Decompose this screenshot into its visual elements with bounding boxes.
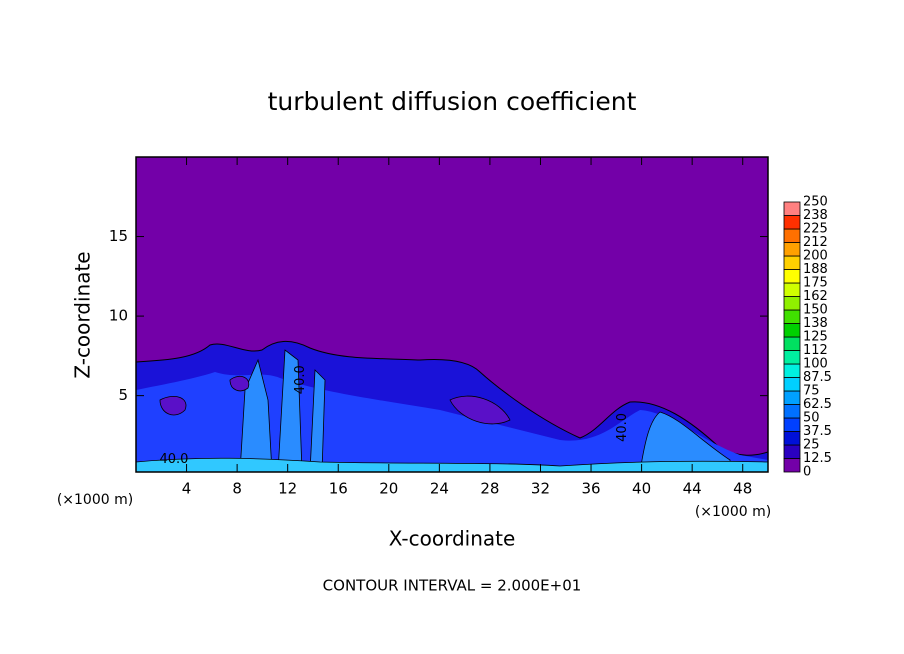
x-tick-label: 44 bbox=[683, 480, 702, 498]
colorbar-label: 125 bbox=[803, 330, 828, 345]
y-tick-label: 10 bbox=[109, 307, 128, 325]
colorbar-label: 37.5 bbox=[803, 424, 832, 439]
colorbar-label: 225 bbox=[803, 222, 828, 237]
colorbar-swatch bbox=[783, 336, 801, 351]
field bbox=[136, 341, 768, 472]
colorbar-swatch bbox=[783, 350, 801, 365]
plot-frame bbox=[135, 156, 769, 473]
colorbar-label: 0 bbox=[803, 465, 811, 480]
y-axis-label: Z-coordinate bbox=[71, 251, 95, 378]
footer: CONTOUR INTERVAL = 2.000E+01 bbox=[323, 577, 582, 595]
colorbar-swatch bbox=[783, 458, 801, 473]
colorbar-label: 87.5 bbox=[803, 370, 832, 385]
colorbar-swatch bbox=[783, 282, 801, 297]
colorbar-swatch bbox=[783, 431, 801, 446]
colorbar-label: 212 bbox=[803, 235, 828, 250]
x-axis-label: X-coordinate bbox=[389, 527, 516, 551]
colorbar-label: 238 bbox=[803, 208, 828, 223]
x-tick-label: 36 bbox=[581, 480, 600, 498]
colorbar-swatch bbox=[783, 404, 801, 419]
colorbar-swatch bbox=[783, 363, 801, 378]
field-region bbox=[136, 457, 768, 472]
x-tick-label: 4 bbox=[182, 480, 192, 498]
colorbar-label: 100 bbox=[803, 357, 828, 372]
colorbar-swatch bbox=[783, 323, 801, 338]
chart-title: turbulent diffusion coefficient bbox=[268, 87, 637, 116]
colorbar-label: 138 bbox=[803, 316, 828, 331]
colorbar-swatch bbox=[783, 417, 801, 432]
colorbar-swatch bbox=[783, 296, 801, 311]
colorbar-label: 75 bbox=[803, 384, 820, 399]
colorbar-label: 112 bbox=[803, 343, 828, 358]
x-unit-label: (×1000 m) bbox=[695, 504, 771, 520]
x-tick-label: 40 bbox=[632, 480, 651, 498]
x-tick-label: 48 bbox=[733, 480, 752, 498]
colorbar-swatch bbox=[783, 390, 801, 405]
colorbar-swatch bbox=[783, 215, 801, 230]
x-tick-label: 32 bbox=[531, 480, 550, 498]
contour-label: 40.0 bbox=[159, 452, 188, 467]
colorbar-swatch bbox=[783, 309, 801, 324]
colorbar-label: 50 bbox=[803, 411, 820, 426]
colorbar-swatch bbox=[783, 269, 801, 284]
x-tick-label: 24 bbox=[430, 480, 449, 498]
contour-label: 40.0 bbox=[615, 413, 630, 442]
colorbar-swatch bbox=[783, 228, 801, 243]
x-tick-label: 16 bbox=[329, 480, 348, 498]
colorbar-label: 175 bbox=[803, 276, 828, 291]
colorbar-label: 12.5 bbox=[803, 451, 832, 466]
colorbar-label: 250 bbox=[803, 195, 828, 210]
y-tick-label: 5 bbox=[118, 386, 128, 404]
colorbar-swatch bbox=[783, 255, 801, 270]
field-region bbox=[159, 375, 511, 425]
colorbar-label: 200 bbox=[803, 249, 828, 264]
y-tick-label: 15 bbox=[109, 227, 128, 245]
x-tick-label: 20 bbox=[379, 480, 398, 498]
x-tick-label: 8 bbox=[232, 480, 242, 498]
colorbar-label: 62.5 bbox=[803, 397, 832, 412]
y-unit-label: (×1000 m) bbox=[57, 492, 133, 508]
colorbar-label: 162 bbox=[803, 289, 828, 304]
colorbar-label: 188 bbox=[803, 262, 828, 277]
colorbar-swatch bbox=[783, 444, 801, 459]
colorbar-label: 150 bbox=[803, 303, 828, 318]
colorbar-swatch bbox=[783, 201, 801, 216]
colorbar-swatch bbox=[783, 377, 801, 392]
contour-label: 40.0 bbox=[293, 365, 308, 394]
colorbar-label: 25 bbox=[803, 438, 820, 453]
x-tick-label: 28 bbox=[480, 480, 499, 498]
x-tick-label: 12 bbox=[278, 480, 297, 498]
colorbar-swatch bbox=[783, 242, 801, 257]
